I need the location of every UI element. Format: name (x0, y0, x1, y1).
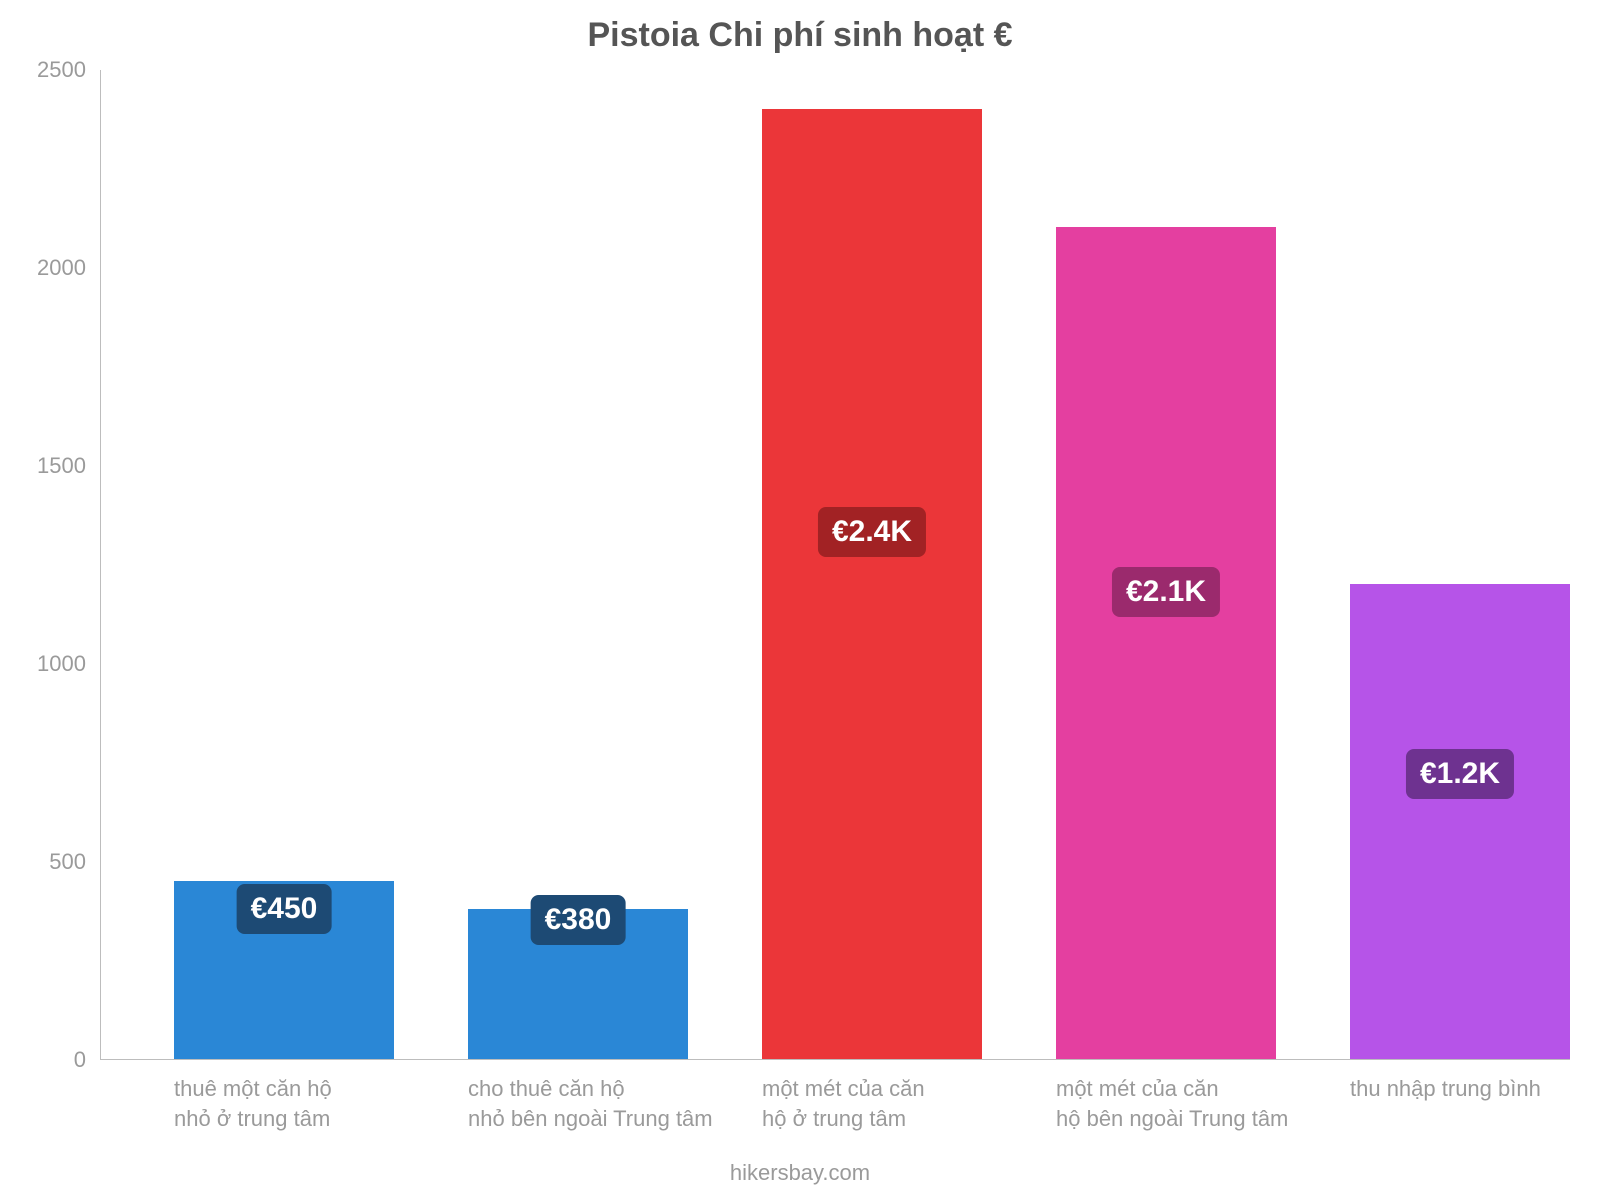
chart-bar: €2.1K (1056, 227, 1276, 1059)
chart-container: Pistoia Chi phí sinh hoạt € 050010001500… (0, 0, 1600, 1200)
bar-value-badge: €1.2K (1406, 749, 1514, 799)
x-category-label: thuê một căn hộnhỏ ở trung tâm (174, 1074, 434, 1133)
bar-value-badge: €2.4K (818, 507, 926, 557)
footer-credit: hikersbay.com (0, 1160, 1600, 1186)
chart-bar: €380 (468, 909, 688, 1059)
bar-value-badge: €450 (237, 884, 332, 934)
x-category-label: thu nhập trung bình (1350, 1074, 1600, 1104)
y-tick-label: 1000 (37, 651, 100, 677)
y-tick-label: 500 (49, 849, 100, 875)
bar-value-badge: €380 (531, 895, 626, 945)
x-category-label: cho thuê căn hộnhỏ bên ngoài Trung tâm (468, 1074, 728, 1133)
bar-value-badge: €2.1K (1112, 567, 1220, 617)
chart-bar: €450 (174, 881, 394, 1059)
x-category-label: một mét của cănhộ ở trung tâm (762, 1074, 1022, 1133)
chart-bar: €1.2K (1350, 584, 1570, 1059)
chart-title: Pistoia Chi phí sinh hoạt € (0, 16, 1600, 55)
x-axis (100, 1059, 1570, 1060)
y-axis (100, 70, 101, 1060)
chart-bar: €2.4K (762, 109, 982, 1059)
plot-area: 05001000150020002500€450thuê một căn hộn… (100, 70, 1570, 1060)
y-tick-label: 2000 (37, 255, 100, 281)
x-category-label: một mét của cănhộ bên ngoài Trung tâm (1056, 1074, 1316, 1133)
y-tick-label: 2500 (37, 57, 100, 83)
y-tick-label: 0 (74, 1047, 100, 1073)
y-tick-label: 1500 (37, 453, 100, 479)
